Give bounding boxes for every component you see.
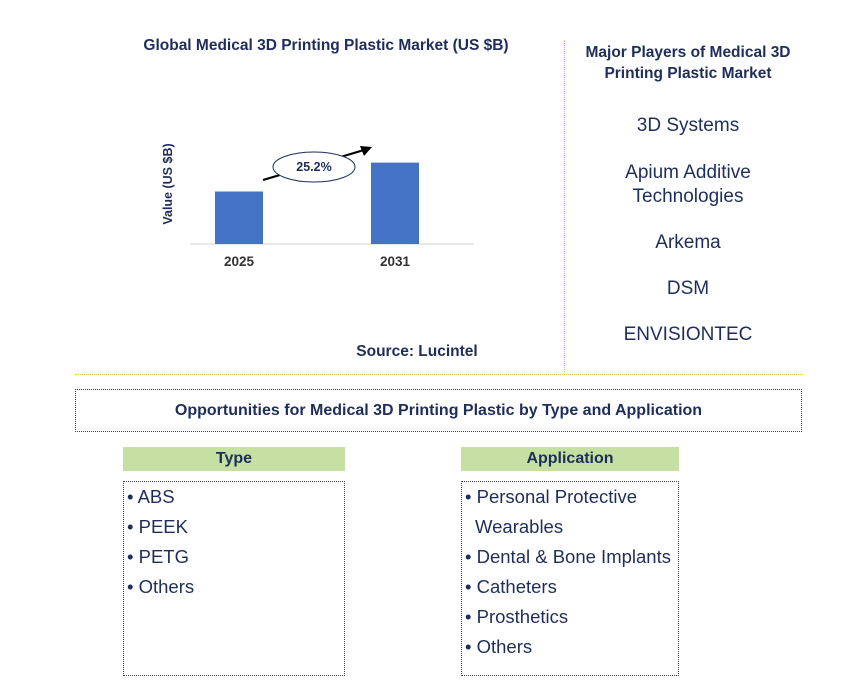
growth-label: 25.2% — [296, 160, 331, 174]
application-item-catheters: • Catheters — [465, 576, 557, 597]
bar-2031 — [371, 162, 419, 244]
x-tick-2031: 2031 — [380, 254, 411, 269]
opportunities-title: Opportunities for Medical 3D Printing Pl… — [75, 389, 802, 432]
player-dsm: DSM — [666, 278, 710, 299]
player-apium: Apium Additive Technologies — [572, 161, 804, 209]
source-label: Source: Lucintel — [356, 343, 478, 360]
application-item-others: • Others — [465, 636, 533, 657]
bar-2025 — [215, 191, 263, 244]
application-item-ppe: • Personal Protective — [465, 486, 638, 507]
player-arkema: Arkema — [655, 232, 721, 253]
bar-chart: Value (US $B) 2025 2031 25.2% — [161, 143, 474, 269]
player-3d-systems: 3D Systems — [636, 115, 740, 136]
horizontal-divider — [75, 374, 803, 375]
application-item-ppe-cont: Wearables — [475, 516, 564, 537]
type-list: • ABS • PEEK • PETG • Others — [123, 481, 345, 676]
x-tick-2025: 2025 — [224, 254, 255, 269]
player-apium-name: Apium Additive Technologies — [625, 162, 751, 207]
type-item-peek: • PEEK — [127, 516, 188, 537]
application-list: • Personal Protective Wearables • Dental… — [461, 481, 679, 676]
growth-ellipse — [272, 151, 356, 183]
growth-arrowhead — [360, 146, 372, 156]
vertical-divider — [564, 40, 565, 372]
player-envisiontec: ENVISIONTEC — [623, 324, 753, 345]
application-item-prosthetics: • Prosthetics — [465, 606, 569, 627]
type-item-others: • Others — [127, 576, 195, 597]
application-item-dental: • Dental & Bone Implants — [465, 546, 671, 567]
type-header: Type — [123, 447, 345, 471]
application-header: Application — [461, 447, 679, 471]
type-item-abs: • ABS — [127, 486, 175, 507]
players-title: Major Players of Medical 3D Printing Pla… — [585, 44, 791, 82]
type-item-petg: • PETG — [127, 546, 189, 567]
chart-title: Global Medical 3D Printing Plastic Marke… — [143, 37, 509, 54]
y-axis-label: Value (US $B) — [161, 143, 175, 224]
